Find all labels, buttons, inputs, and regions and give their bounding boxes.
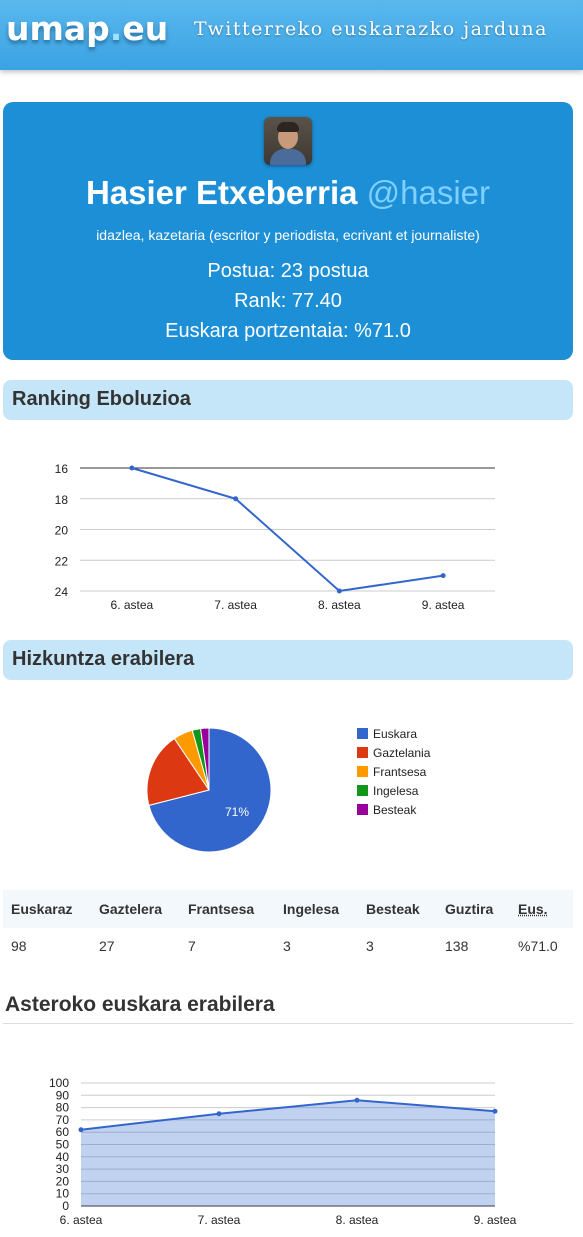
pie-slice-label: 71% [225,805,249,819]
site-tagline: Twitterreko euskarazko jarduna [194,18,549,40]
y-tick-label: 24 [55,585,69,599]
y-tick-label: 16 [55,462,69,476]
ranking-line-chart: 16 18 20 22 24 6. astea 7. astea 8. astea 9. ast… [55,462,495,612]
table-header-cell: Gaztelera [91,890,180,928]
data-point[interactable] [216,1111,222,1117]
section-hizkuntza-title: Hizkuntza erabilera [12,648,195,670]
y-tick-label: 60 [56,1125,70,1139]
x-tick-label: 6. astea [60,1213,103,1227]
legend-swatch [357,747,368,758]
area-fill [81,1100,495,1206]
table-header-cell: Guztira [437,890,510,928]
data-point[interactable] [336,588,342,594]
language-table: Euskaraz Gaztelera Frantsesa Ingelesa Bestea… [3,890,573,963]
profile-bio: idazlea, kazetaria (escritor y periodist… [96,227,480,243]
stat-euskara: Euskara portzentaia: %71.0 [165,320,411,342]
table-header-cell: Eus. [510,890,573,928]
table-cell: 98 [11,937,27,954]
section-ranking-title: Ranking Eboluzioa [12,388,191,410]
legend-label[interactable]: Gaztelania [373,746,431,760]
series-line [131,467,444,593]
logo-main: umap [6,9,110,48]
legend-label[interactable]: Besteak [373,803,417,817]
profile-fullname: Hasier Etxeberria [85,174,358,211]
data-point[interactable] [78,1127,84,1133]
table-cell: 3 [366,937,374,954]
logo-dot: . [109,9,123,48]
y-tick-label: 40 [56,1150,70,1164]
legend-swatch [357,804,368,815]
profile-card: Hasier Etxeberria @hasier idazlea, kazet… [3,102,573,360]
table-cell: 138 [445,937,469,954]
y-tick-label: 10 [56,1187,70,1201]
data-point[interactable] [492,1108,498,1114]
profile-name: Hasier Etxeberria @hasier [3,174,573,212]
series-line [80,1099,496,1131]
table-cell: 7 [188,937,196,954]
stat-postua: Postua: 23 postua [207,260,369,282]
avatar [264,117,312,165]
table-cell: 3 [283,937,291,954]
section-ranking: Ranking Eboluzioa [3,380,573,420]
y-tick-label: 18 [55,493,69,507]
data-point[interactable] [354,1097,360,1103]
y-tick-label: 80 [56,1101,70,1115]
profile-handle-link[interactable]: @hasier [366,174,491,211]
y-tick-label: 50 [56,1138,70,1152]
x-tick-label: 8. astea [318,598,361,612]
section-divider [3,1023,573,1024]
table-cell: 27 [99,937,115,954]
language-pie-chart: 71% Euskara Gaztelania Frantsesa Ingelesa Bes… [146,727,431,853]
legend-label[interactable]: Frantsesa [373,765,427,779]
stat-rank: Rank: 77.40 [234,290,342,312]
x-tick-label: 8. astea [336,1213,379,1227]
section-asteroko-title: Asteroko euskara erabilera [5,993,275,1016]
table-header-cell: Euskaraz [3,890,91,928]
legend-swatch [357,728,368,739]
y-tick-label: 0 [62,1199,69,1213]
legend-label[interactable]: Ingelesa [373,784,419,798]
y-tick-label: 30 [56,1162,70,1176]
y-tick-label: 20 [56,1174,70,1188]
data-point[interactable] [129,465,135,471]
x-tick-label: 6. astea [111,598,154,612]
y-tick-label: 22 [55,554,69,568]
legend-swatch [357,785,368,796]
y-tick-label: 20 [55,524,69,538]
y-tick-label: 70 [56,1113,70,1127]
pie-slice[interactable] [146,737,210,806]
table-cell: %71.0 [518,937,558,954]
data-point[interactable] [233,496,239,502]
pie-slice[interactable] [199,727,210,791]
x-tick-label: 7. astea [198,1213,241,1227]
table-header-cell: Besteak [358,890,437,928]
y-tick-label: 100 [49,1076,69,1090]
legend-label[interactable]: Euskara [373,727,417,741]
data-point[interactable] [440,573,446,579]
table-header-cell: Frantsesa [180,890,275,928]
table-header-cell: Ingelesa [275,890,358,928]
legend-swatch [357,766,368,777]
y-tick-label: 90 [56,1088,70,1102]
site-logo[interactable]: umap.eu [6,9,168,49]
x-tick-label: 9. astea [474,1213,517,1227]
section-hizkuntza: Hizkuntza erabilera [3,640,573,680]
x-tick-label: 7. astea [214,598,257,612]
pie-slice[interactable] [148,727,272,853]
logo-tld: eu [122,9,169,48]
site-header: umap.eu Twitterreko euskarazko jarduna [0,0,583,70]
x-tick-label: 9. astea [422,598,465,612]
